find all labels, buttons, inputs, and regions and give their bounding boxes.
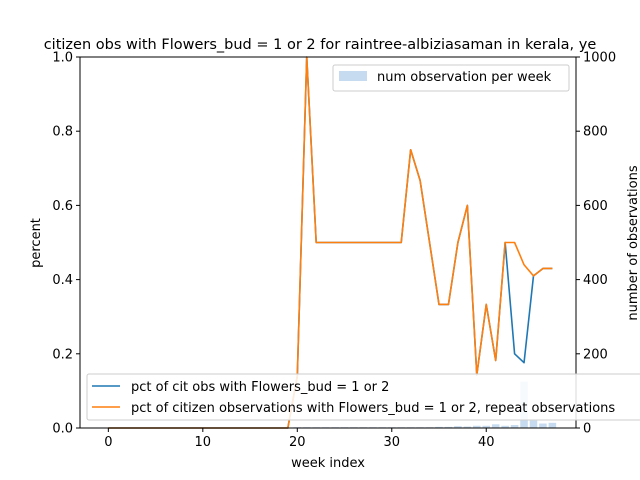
y2-tick-label: 400	[583, 273, 608, 288]
obs-bar	[529, 420, 538, 428]
obs-bar	[548, 422, 557, 428]
legend-bar-label: num observation per week	[377, 70, 552, 85]
obs-bar	[454, 426, 462, 428]
chart-title: citizen obs with Flowers_bud = 1 or 2 fo…	[44, 37, 597, 53]
y2-axis-label: number of observations	[626, 165, 640, 320]
y2-tick-label: 0	[583, 422, 591, 437]
legend-series-2-label: pct of citizen observations with Flowers…	[131, 401, 615, 416]
y-tick-label: 0.6	[52, 199, 73, 214]
y-tick-label: 0.0	[52, 422, 73, 437]
y2-tick-label: 600	[583, 199, 608, 214]
obs-bar	[482, 425, 491, 428]
ticks-layer: 0 10 20 30 40 0.0 0.2 0.4 0.6 0.8 1.0 0 200 400 600 800…	[52, 51, 616, 451]
x-tick-label: 10	[195, 435, 212, 450]
y-tick-label: 0.4	[52, 273, 73, 288]
legend-upper-box	[332, 64, 570, 92]
series-line-2	[108, 56, 553, 429]
legend-upper: num observation per week	[332, 64, 570, 92]
x-tick-label: 30	[383, 435, 400, 450]
y-tick-label: 1.0	[52, 51, 73, 66]
x-tick-label: 20	[289, 435, 306, 450]
y-axis-label: percent	[29, 218, 44, 268]
x-tick-label: 40	[478, 435, 495, 450]
y2-tick-label: 1000	[583, 51, 616, 66]
legend-lower: pct of cit obs with Flowers_bud = 1 or 2…	[86, 373, 640, 421]
y-tick-label: 0.8	[52, 125, 73, 140]
legend-bar-swatch	[339, 71, 367, 81]
obs-bar	[463, 426, 472, 428]
lines-layer	[108, 56, 553, 429]
obs-bar	[510, 425, 519, 428]
y-tick-label: 0.2	[52, 347, 73, 362]
obs-bar	[444, 426, 453, 428]
y2-tick-label: 800	[583, 125, 608, 140]
plot-frame	[79, 56, 577, 429]
x-axis-label: week index	[291, 456, 365, 471]
legend-series-1-label: pct of cit obs with Flowers_bud = 1 or 2	[131, 380, 389, 395]
obs-bar	[435, 426, 443, 428]
obs-bar	[501, 425, 509, 428]
x-tick-label: 0	[104, 435, 112, 450]
obs-bar	[473, 425, 481, 428]
y2-tick-label: 200	[583, 347, 608, 362]
obs-bar	[491, 424, 500, 428]
obs-bar	[539, 423, 547, 428]
legend-lower-box	[86, 373, 640, 421]
